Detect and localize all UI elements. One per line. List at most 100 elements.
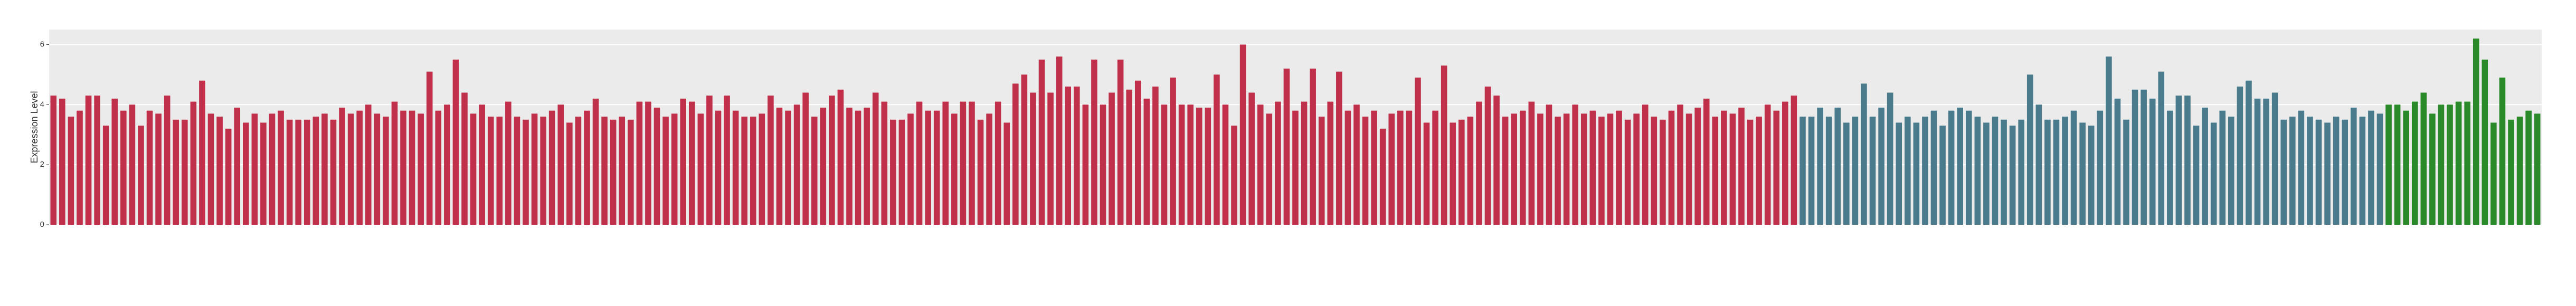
bar <box>2035 104 2042 225</box>
bar <box>1948 110 1955 225</box>
bar <box>269 113 276 225</box>
bar <box>557 104 564 225</box>
bar <box>531 113 538 225</box>
bar <box>2473 39 2479 225</box>
bar <box>1563 113 1570 225</box>
bar <box>2394 104 2401 225</box>
bar <box>1580 113 1587 225</box>
bar <box>1869 117 1876 225</box>
bar <box>347 113 354 225</box>
bar <box>85 95 92 225</box>
bar <box>2315 119 2322 225</box>
bar <box>251 113 258 225</box>
bar <box>768 95 774 225</box>
bar <box>435 110 442 225</box>
bar <box>1939 126 1946 225</box>
bar <box>487 117 494 225</box>
bar <box>59 98 65 225</box>
bar <box>111 98 118 225</box>
bar <box>1764 104 1771 225</box>
bar <box>2237 87 2243 225</box>
bar <box>2132 89 2138 225</box>
bar <box>688 101 695 225</box>
bar <box>1607 113 1614 225</box>
bar <box>1511 113 1518 225</box>
bar <box>304 119 310 225</box>
bar <box>846 108 853 225</box>
bar <box>1065 87 1072 225</box>
y-tick-label: 4 <box>40 100 44 109</box>
bar <box>1677 104 1683 225</box>
bar <box>1257 104 1264 225</box>
bar <box>1546 104 1552 225</box>
bar <box>1222 104 1229 225</box>
bar <box>1589 110 1596 225</box>
bar <box>1782 101 1788 225</box>
bar <box>452 59 459 225</box>
bar <box>120 110 127 225</box>
bar <box>1747 119 1754 225</box>
bar <box>2464 101 2470 225</box>
bar <box>1572 104 1578 225</box>
bar <box>1668 110 1675 225</box>
bar <box>1459 119 1465 225</box>
bar <box>2158 71 2165 225</box>
bar <box>1415 78 1421 225</box>
bar <box>1441 65 1447 225</box>
bar <box>2271 92 2278 225</box>
bar <box>1721 110 1727 225</box>
bar <box>785 110 791 225</box>
bar <box>1904 117 1911 225</box>
bar <box>295 119 301 225</box>
bar <box>1555 117 1561 225</box>
bar <box>2534 113 2541 225</box>
bar <box>2385 104 2392 225</box>
bar <box>1887 92 1893 225</box>
bar <box>129 104 136 225</box>
bar <box>1738 108 1745 225</box>
bar <box>2001 119 2007 225</box>
bar <box>1196 108 1202 225</box>
bar <box>881 101 888 225</box>
bar <box>942 101 949 225</box>
bar <box>1187 104 1194 225</box>
bar <box>1021 74 1028 225</box>
bar <box>1878 108 1884 225</box>
bar <box>1861 83 1867 225</box>
bar <box>94 95 100 225</box>
bar <box>724 95 730 225</box>
bar <box>339 108 345 225</box>
bar <box>1336 71 1342 225</box>
bar <box>479 104 485 225</box>
bar <box>365 104 372 225</box>
bar <box>864 108 870 225</box>
bar <box>505 101 512 225</box>
bar <box>1834 108 1841 225</box>
bar <box>2359 117 2366 225</box>
bar <box>2376 113 2383 225</box>
bar <box>400 110 406 225</box>
bar <box>1694 108 1701 225</box>
bar <box>1283 69 1290 225</box>
y-tick-label: 6 <box>40 40 44 49</box>
bar <box>1930 110 1937 225</box>
bar <box>1310 69 1316 225</box>
bar <box>2184 95 2191 225</box>
bar <box>1292 110 1299 225</box>
bar <box>1817 108 1823 225</box>
bar <box>1100 104 1106 225</box>
bar <box>1537 113 1543 225</box>
bar <box>1126 89 1132 225</box>
bar <box>566 122 573 225</box>
bar <box>1983 122 1990 225</box>
bar <box>2202 108 2208 225</box>
bar <box>575 117 582 225</box>
bar <box>1397 110 1404 225</box>
bar <box>802 92 809 225</box>
bar <box>1729 113 1736 225</box>
bar <box>548 110 555 225</box>
bar <box>2062 117 2068 225</box>
bar <box>1406 110 1413 225</box>
bar <box>776 108 783 225</box>
